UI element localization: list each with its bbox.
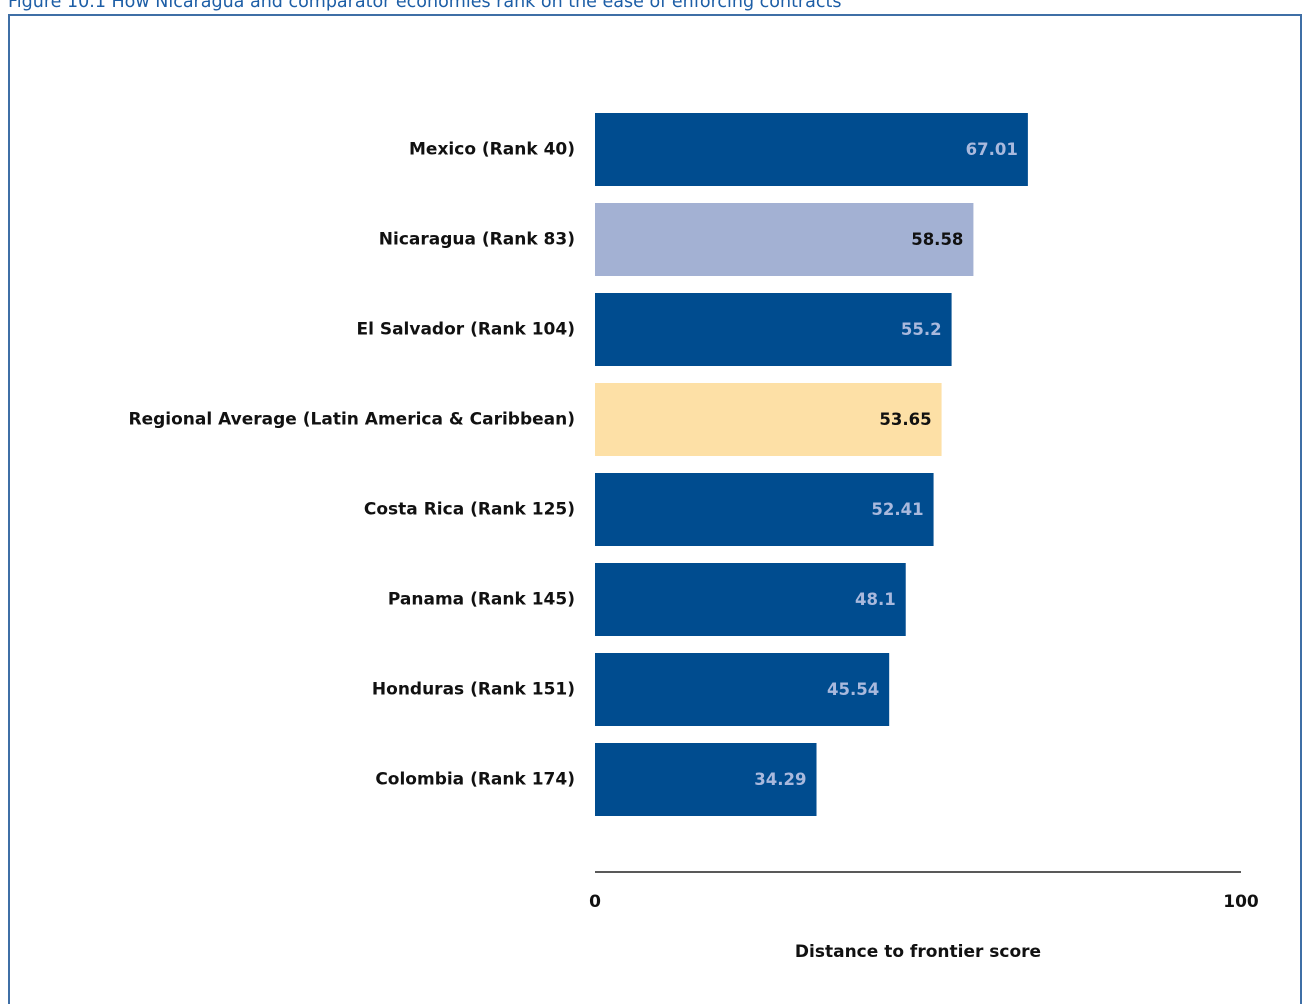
bar-1 [595,203,974,276]
bars-group [595,113,1028,816]
bar-3 [595,383,942,456]
category-label-6: Honduras (Rank 151) [372,680,575,700]
value-label-0: 67.01 [966,140,1018,159]
category-label-4: Costa Rica (Rank 125) [364,500,575,520]
value-label-5: 48.1 [855,590,896,609]
figure-frame [8,14,1302,1004]
x-tick-label-min: 0 [589,892,601,912]
category-labels-group: Mexico (Rank 40) Nicaragua (Rank 83) El Sa… [129,140,576,790]
bar-5 [595,563,906,636]
category-label-2: El Salvador (Rank 104) [356,320,575,340]
value-labels-group: 67.01 58.58 55.2 53.65 52.41 48.1 45.54 34.29 [754,140,1018,789]
bar-0 [595,113,1028,186]
value-label-3: 53.65 [879,410,931,429]
category-label-3: Regional Average (Latin America & Caribb… [129,410,576,430]
x-axis-title: Distance to frontier score [795,942,1041,962]
value-label-6: 45.54 [827,680,879,699]
category-label-7: Colombia (Rank 174) [375,770,575,790]
bar-4 [595,473,934,546]
value-label-2: 55.2 [901,320,942,339]
category-label-5: Panama (Rank 145) [388,590,575,610]
value-label-4: 52.41 [871,500,923,519]
value-label-7: 34.29 [754,770,806,789]
figure-title: Figure 10.1 How Nicaragua and comparator… [8,0,842,12]
category-label-0: Mexico (Rank 40) [409,140,575,160]
bar-2 [595,293,952,366]
bar-6 [595,653,890,726]
x-tick-label-max: 100 [1223,892,1259,912]
category-label-1: Nicaragua (Rank 83) [379,230,575,250]
value-label-1: 58.58 [911,230,963,249]
bar-7 [595,743,817,816]
